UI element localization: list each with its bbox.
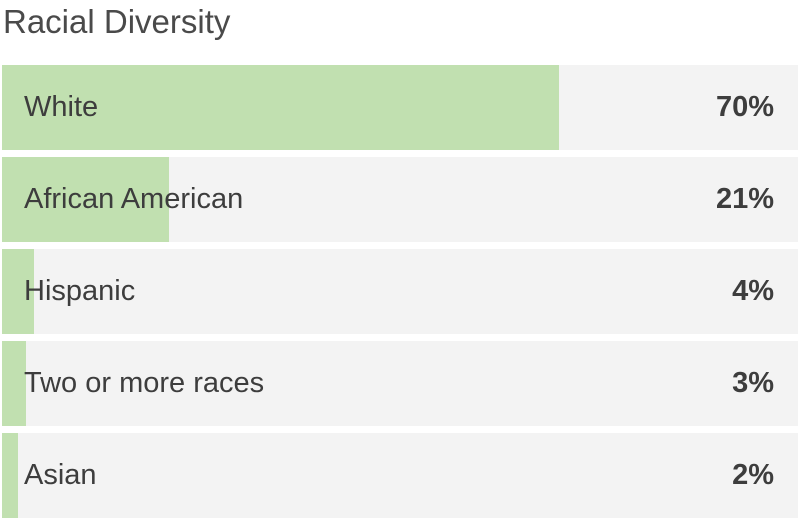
- bar-row-white: White 70%: [2, 65, 798, 150]
- bar-list: White 70% African American 21% Hispanic …: [2, 65, 798, 525]
- value-label: 21%: [715, 183, 774, 215]
- value-label: 4%: [732, 275, 774, 307]
- bar-fill-asian: [2, 433, 18, 518]
- chart-title: Racial Diversity: [3, 3, 231, 40]
- bar-row-african-american: African American 21%: [2, 157, 798, 242]
- category-label: Hispanic: [24, 275, 136, 307]
- category-label: Two or more races: [24, 367, 265, 399]
- value-label: 3%: [732, 367, 774, 399]
- bar-row-hispanic: Hispanic 4%: [2, 249, 798, 334]
- bar-row-asian: Asian 2%: [2, 433, 798, 518]
- value-label: 2%: [732, 459, 774, 491]
- category-label: African American: [24, 183, 244, 215]
- bar-fill-two-or-more-races: [2, 341, 26, 426]
- category-label: White: [24, 91, 99, 123]
- value-label: 70%: [715, 91, 774, 123]
- bar-row-two-or-more-races: Two or more races 3%: [2, 341, 798, 426]
- bar-fill-hispanic: [2, 249, 34, 334]
- category-label: Asian: [24, 459, 97, 491]
- bar-fill-african-american: [2, 157, 170, 242]
- bar-fill-white: [2, 65, 560, 150]
